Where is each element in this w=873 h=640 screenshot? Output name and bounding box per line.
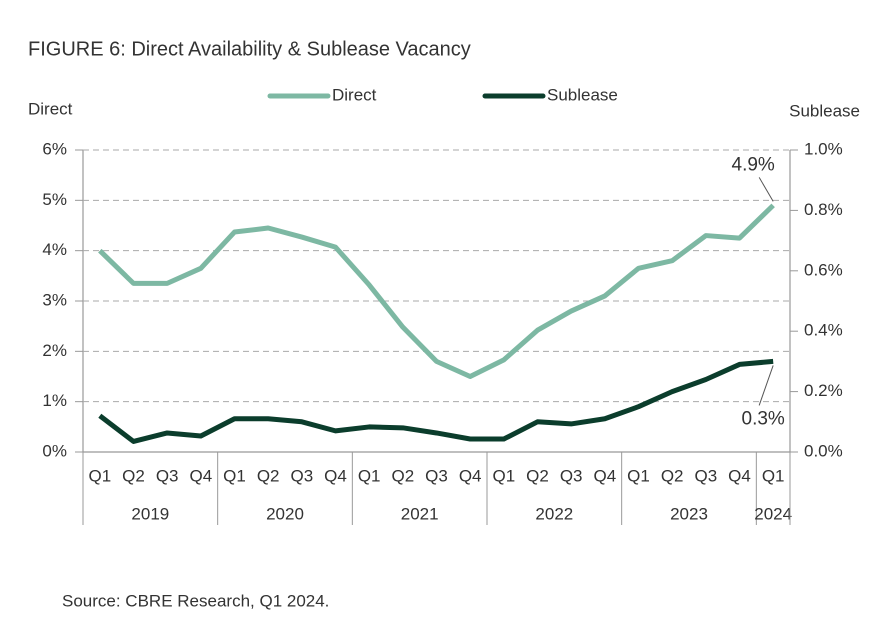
x-tick-label: Q2 <box>391 466 414 485</box>
source: Source: CBRE Research, Q1 2024. <box>62 591 329 610</box>
y2-tick-label: 0.0% <box>804 441 843 460</box>
annotation-leader <box>758 177 774 202</box>
line <box>98 203 775 379</box>
y2-tick-label: 0.4% <box>804 321 843 340</box>
y-tick-label: 4% <box>42 240 67 259</box>
x-group-label: 2021 <box>401 504 439 523</box>
y2-tick-label: 0.2% <box>804 381 843 400</box>
y-tick-label: 0% <box>42 441 67 460</box>
y-tick-label: 6% <box>42 139 67 158</box>
y-tick-label: 3% <box>42 290 67 309</box>
x-group-label: 2024 <box>754 504 792 523</box>
y2-axis-label: Sublease <box>789 101 860 120</box>
x-tick-label: Q3 <box>156 466 179 485</box>
chart-title: FIGURE 6: Direct Availability & Sublease… <box>28 38 471 60</box>
x-tick-label: Q4 <box>728 466 751 485</box>
x-group-label: 2020 <box>266 504 304 523</box>
y2-tick-label: 0.8% <box>804 200 843 219</box>
x-tick-label: Q2 <box>257 466 280 485</box>
x-tick-label: Q4 <box>189 466 212 485</box>
value-label: 0.3% <box>742 408 785 429</box>
x-tick-label: Q2 <box>661 466 684 485</box>
x-tick-label: Q1 <box>627 466 650 485</box>
x-tick-label: Q3 <box>290 466 313 485</box>
x-tick-label: Q4 <box>324 466 347 485</box>
x-tick-label: Q3 <box>425 466 448 485</box>
x-tick-label: Q3 <box>694 466 717 485</box>
legend-label: Sublease <box>547 85 618 104</box>
annotation-leader <box>758 365 774 406</box>
x-tick-label: Q4 <box>593 466 616 485</box>
x-tick-label: Q1 <box>223 466 246 485</box>
x-tick-label: Q1 <box>492 466 515 485</box>
y-tick-label: 1% <box>42 391 67 410</box>
y2-tick-label: 0.6% <box>804 260 843 279</box>
x-tick-label: Q1 <box>88 466 111 485</box>
y-tick-label: 5% <box>42 190 67 209</box>
y-axis-label: Direct <box>28 99 73 118</box>
x-group-label: 2022 <box>535 504 573 523</box>
x-tick-label: Q2 <box>526 466 549 485</box>
x-tick-label: Q1 <box>358 466 381 485</box>
x-tick-label: Q1 <box>762 466 785 485</box>
legend-label: Direct <box>332 85 377 104</box>
x-group-label: 2019 <box>131 504 169 523</box>
y-tick-label: 2% <box>42 341 67 360</box>
x-tick-label: Q2 <box>122 466 145 485</box>
y2-tick-label: 1.0% <box>804 139 843 158</box>
line <box>98 358 774 444</box>
x-group-label: 2023 <box>670 504 708 523</box>
x-tick-label: Q3 <box>560 466 583 485</box>
x-tick-label: Q4 <box>459 466 482 485</box>
value-label: 4.9% <box>732 154 775 175</box>
